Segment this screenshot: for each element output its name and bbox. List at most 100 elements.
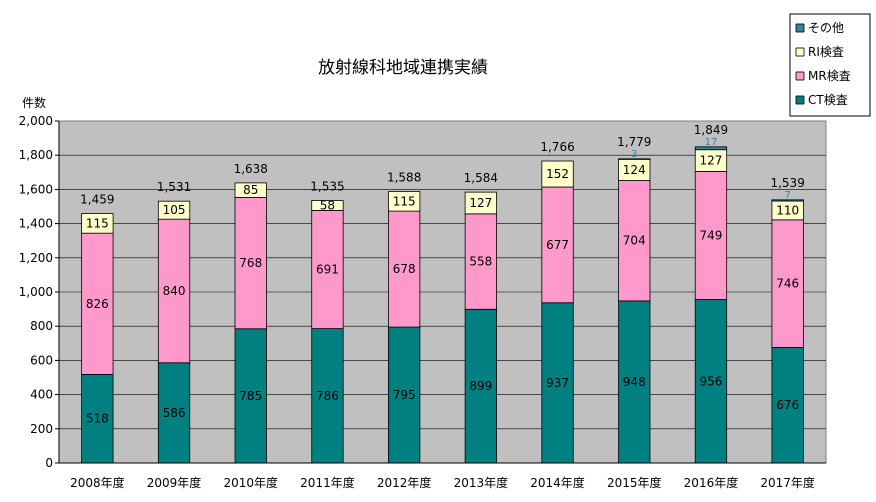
bar-segment: [388, 210, 421, 328]
data-label: 127: [699, 154, 722, 168]
y-tick-label: 600: [30, 353, 53, 367]
bar-segment: [157, 200, 191, 220]
data-label: 518: [86, 412, 109, 426]
data-label: 105: [163, 203, 186, 217]
bar-segment: [157, 362, 191, 464]
x-axis: 2008年度 2009年度 2010年度 2011年度 2012年度 2013年度 2014…: [59, 462, 826, 490]
total-label: 1,588: [387, 170, 421, 184]
x-tick-label: 2015年度: [607, 475, 662, 490]
total-label: 1,779: [617, 135, 651, 149]
data-label: 704: [623, 234, 646, 248]
bar-segment: [541, 186, 574, 304]
bar-segment: [771, 219, 804, 348]
data-label: 749: [699, 228, 722, 242]
x-tick-label: 2016年度: [684, 475, 739, 490]
legend-swatch: [795, 47, 805, 57]
bar-segment: [311, 200, 344, 211]
bars: 518 826 115 1,459 586 840 105 1,531 785 768 85 1,63…: [80, 123, 805, 464]
bar-segment: [157, 218, 191, 364]
bar-segment: [771, 347, 804, 464]
total-label: 1,531: [157, 180, 191, 194]
legend-swatch: [795, 71, 805, 81]
bar-segment: [234, 182, 267, 198]
total-label: 1,766: [540, 140, 574, 154]
bar-segment: [81, 374, 114, 464]
data-label: 7: [784, 190, 790, 201]
legend-label: CT検査: [808, 93, 848, 107]
legend-label: その他: [808, 21, 844, 35]
data-label: 785: [239, 389, 262, 403]
bar-segment: [311, 210, 344, 329]
y-axis: 0 200 400 600 800 1,000 1,200 1,400 1,600 1,800 2,…: [19, 114, 60, 470]
data-label: 937: [546, 376, 569, 390]
data-label: 115: [393, 194, 416, 208]
data-label: 58: [320, 198, 335, 212]
x-tick-label: 2017年度: [760, 475, 815, 490]
total-label: 1,535: [310, 180, 344, 194]
data-label: 826: [86, 297, 109, 311]
data-label: 677: [546, 238, 569, 252]
bar-segment: [618, 158, 651, 160]
data-label: 586: [163, 406, 186, 420]
x-tick-label: 2013年度: [454, 475, 509, 490]
data-label: 127: [469, 196, 492, 210]
x-tick-label: 2011年度: [300, 475, 355, 490]
bar-segment: [234, 197, 267, 330]
bar-segment: [234, 328, 267, 464]
chart-title: 放射線科地域連携実績: [318, 58, 488, 78]
legend-label: RI検査: [808, 45, 844, 59]
data-label: 746: [776, 277, 799, 291]
y-tick-label: 1,200: [19, 251, 53, 265]
data-label: 558: [469, 255, 492, 269]
total-label: 1,539: [770, 176, 804, 190]
bar-segment: [618, 180, 651, 302]
data-label: 110: [776, 203, 799, 217]
bar-segment: [388, 191, 421, 212]
legend: その他 RI検査 MR検査 CT検査: [789, 13, 871, 117]
data-label: 795: [393, 388, 416, 402]
legend-label: MR検査: [808, 69, 851, 83]
y-tick-label: 0: [45, 456, 53, 470]
total-label: 1,849: [694, 123, 728, 137]
legend-swatch: [795, 23, 805, 33]
bar-segment: [694, 171, 728, 300]
y-tick-label: 1,600: [19, 182, 53, 196]
data-label: 678: [393, 262, 416, 276]
bar-segment: [81, 232, 114, 375]
data-label: 3: [631, 149, 637, 160]
y-tick-label: 1,800: [19, 148, 53, 162]
x-tick-label: 2009年度: [147, 475, 202, 490]
y-tick-label: 200: [30, 422, 53, 436]
data-label: 676: [776, 398, 799, 412]
data-label: 768: [239, 256, 262, 270]
data-label: 899: [469, 379, 492, 393]
bar-segment: [81, 213, 114, 234]
bar-segment: [464, 191, 497, 215]
y-tick-label: 800: [30, 319, 53, 333]
y-tick-label: 1,400: [19, 217, 53, 231]
data-label: 85: [243, 183, 258, 197]
bar-segment: [464, 213, 497, 310]
data-label: 786: [316, 389, 339, 403]
total-label: 1,584: [464, 171, 498, 185]
data-label: 17: [705, 137, 718, 148]
data-label: 956: [699, 374, 722, 388]
data-label: 840: [163, 284, 186, 298]
x-tick-label: 2014年度: [530, 475, 585, 490]
total-label: 1,638: [234, 162, 268, 176]
data-label: 691: [316, 263, 339, 277]
y-tick-label: 400: [30, 388, 53, 402]
y-axis-label: 件数: [22, 95, 46, 110]
y-tick-label: 2,000: [19, 114, 53, 128]
y-tick-label: 1,000: [19, 285, 53, 299]
x-tick-label: 2012年度: [377, 475, 432, 490]
total-label: 1,459: [80, 193, 114, 207]
bar-segment: [771, 199, 804, 202]
x-tick-label: 2010年度: [223, 475, 278, 490]
x-tick-label: 2008年度: [70, 475, 125, 490]
data-label: 115: [86, 216, 109, 230]
bar-segment: [388, 326, 421, 464]
data-label: 948: [623, 375, 646, 389]
data-label: 124: [623, 163, 646, 177]
